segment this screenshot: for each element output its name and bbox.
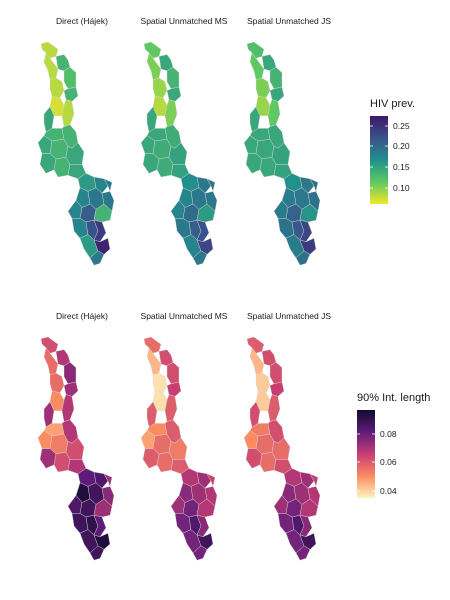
- district-region: [196, 471, 212, 489]
- district-region: [101, 486, 115, 507]
- district-region: [269, 66, 283, 90]
- district-region: [152, 77, 168, 99]
- district-region: [204, 486, 218, 507]
- top-panel-title-2: Spatial Unmatched MS: [140, 16, 228, 26]
- district-region: [164, 99, 178, 127]
- hiv-legend-tick: 0.25: [393, 121, 410, 131]
- district-region: [271, 437, 291, 460]
- district-region: [63, 381, 79, 397]
- district-region: [269, 381, 285, 397]
- hiv-prevalence-map-2: [140, 41, 218, 266]
- district-region: [271, 142, 291, 165]
- district-region: [152, 372, 168, 394]
- hiv-legend-tick: 0.20: [393, 141, 410, 151]
- district-region: [49, 77, 65, 99]
- district-region: [63, 361, 77, 385]
- district-region: [49, 372, 65, 394]
- bottom-panel-title-3: Spatial Unmatched JS: [246, 311, 332, 321]
- district-region: [168, 437, 188, 460]
- hiv-prevalence-map-1: [37, 41, 115, 266]
- district-region: [192, 545, 208, 561]
- district-region: [61, 394, 75, 422]
- top-panel-title-1: Direct (Hájek): [56, 16, 108, 26]
- hiv-legend-colorbar: [370, 116, 388, 204]
- district-region: [63, 66, 77, 90]
- district-region: [89, 545, 105, 561]
- district-region: [63, 86, 79, 102]
- district-region: [89, 250, 105, 266]
- hiv-legend-title: HIV prev.: [370, 98, 416, 110]
- district-region: [255, 372, 271, 394]
- interval-legend-colorbar: [357, 410, 375, 498]
- interval-length-map-3: [243, 336, 321, 561]
- interval-legend-title: 90% Int. length: [357, 392, 431, 404]
- district-region: [307, 191, 321, 212]
- district-region: [65, 142, 85, 165]
- district-region: [192, 250, 208, 266]
- district-region: [269, 361, 283, 385]
- hiv-legend-tick: 0.15: [393, 162, 410, 172]
- district-region: [166, 66, 180, 90]
- district-region: [168, 142, 188, 165]
- top-panel-title-3: Spatial Unmatched JS: [246, 16, 332, 26]
- district-region: [166, 86, 182, 102]
- interval-length-map-2: [140, 336, 218, 561]
- district-region: [143, 336, 162, 354]
- district-region: [267, 99, 281, 127]
- interval-length-map-1: [37, 336, 115, 561]
- district-region: [246, 336, 265, 354]
- district-region: [267, 394, 281, 422]
- district-region: [295, 545, 311, 561]
- interval-legend-tick: 0.08: [380, 429, 397, 439]
- district-region: [204, 191, 218, 212]
- district-region: [93, 471, 109, 489]
- hiv-legend-tick: 0.10: [393, 183, 410, 193]
- district-region: [295, 250, 311, 266]
- district-region: [299, 471, 315, 489]
- district-region: [40, 41, 59, 59]
- district-region: [143, 41, 162, 59]
- interval-legend-tick: 0.04: [380, 486, 397, 496]
- district-region: [40, 336, 59, 354]
- district-region: [166, 361, 180, 385]
- bottom-panel-title-2: Spatial Unmatched MS: [140, 311, 228, 321]
- district-region: [164, 394, 178, 422]
- hiv-prevalence-map-3: [243, 41, 321, 266]
- district-region: [65, 437, 85, 460]
- district-region: [246, 41, 265, 59]
- district-region: [307, 486, 321, 507]
- district-region: [101, 191, 115, 212]
- district-region: [255, 77, 271, 99]
- district-region: [269, 86, 285, 102]
- district-region: [166, 381, 182, 397]
- bottom-panel-title-1: Direct (Hájek): [56, 311, 108, 321]
- interval-legend-tick: 0.06: [380, 457, 397, 467]
- district-region: [61, 99, 75, 127]
